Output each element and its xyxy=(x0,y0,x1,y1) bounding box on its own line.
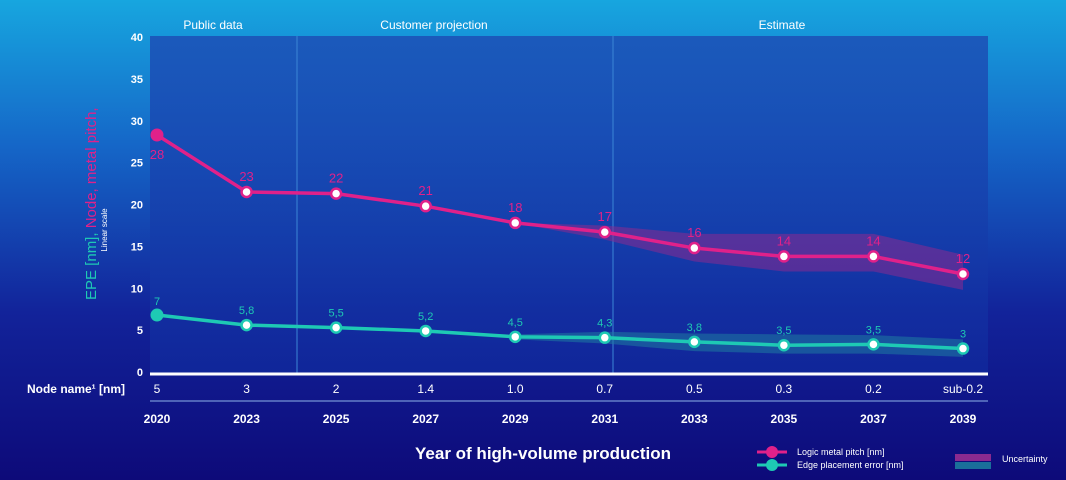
y-axis-title-epe: EPE [nm], xyxy=(83,228,100,300)
year-labels: 2020 2023 2025 2027 2029 2031 2033 2035 2037 2039 xyxy=(144,412,977,426)
y-tick-label: 25 xyxy=(131,158,143,170)
data-label-epe: 3,5 xyxy=(776,325,791,337)
year-label: 2035 xyxy=(771,412,798,426)
legend: Logic metal pitch [nm] Edge placement er… xyxy=(757,446,1048,471)
legend-label-uncertainty: Uncertainty xyxy=(1002,454,1048,464)
data-label-metal-pitch: 14 xyxy=(866,233,880,248)
y-tick-label: 30 xyxy=(131,116,143,128)
data-point-metal-pitch xyxy=(867,250,880,263)
series-line-epe xyxy=(156,313,964,351)
node-name-label: sub-0.2 xyxy=(943,382,983,396)
data-point-epe xyxy=(598,331,612,344)
data-label-epe: 5,8 xyxy=(239,305,254,317)
year-label: 2027 xyxy=(412,412,439,426)
node-name-label: 0.2 xyxy=(865,382,882,396)
data-point-epe xyxy=(688,335,701,349)
data-label-metal-pitch: 23 xyxy=(239,169,253,184)
node-name-label: 2 xyxy=(333,382,340,396)
phase-label-public-data: Public data xyxy=(183,18,243,32)
data-point-metal-pitch xyxy=(508,216,522,230)
data-label-metal-pitch: 18 xyxy=(508,200,522,215)
data-label-epe: 4,5 xyxy=(508,317,523,329)
y-tick-label: 35 xyxy=(131,74,143,86)
plot-area xyxy=(150,36,988,373)
node-name-label: 5 xyxy=(154,382,161,396)
node-name-labels: 5 3 2 1.4 1.0 0.7 0.5 0.3 0.2 sub-0.2 xyxy=(154,382,984,396)
data-point-metal-pitch xyxy=(777,250,791,263)
data-label-epe: 4,3 xyxy=(597,318,612,330)
y-tick-label: 40 xyxy=(131,32,143,44)
data-point-epe xyxy=(329,321,343,334)
data-point-metal-pitch xyxy=(956,267,970,281)
legend-swatch-uncertainty-pitch xyxy=(955,454,991,461)
data-point-metal-pitch xyxy=(329,187,343,200)
data-label-metal-pitch: 28 xyxy=(150,147,164,162)
y-axis-title-node: Node, metal pitch, xyxy=(83,107,100,228)
data-label-epe: 5,5 xyxy=(328,308,343,320)
uncertainty-band-metal-pitch xyxy=(515,222,963,290)
phase-label-customer-projection: Customer projection xyxy=(380,18,487,32)
y-tick-label: 10 xyxy=(131,283,143,295)
data-point-metal-pitch xyxy=(240,185,253,199)
data-label-metal-pitch: 21 xyxy=(418,183,432,198)
node-row-label: Node name¹ [nm] xyxy=(27,382,125,396)
data-label-epe: 7 xyxy=(154,296,160,308)
data-label-metal-pitch: 17 xyxy=(598,209,612,224)
data-point-metal-pitch xyxy=(688,241,701,255)
y-tick-label: 20 xyxy=(131,200,143,212)
legend-marker-metal-pitch xyxy=(766,446,778,458)
year-label: 2037 xyxy=(860,412,887,426)
legend-label-epe: Edge placement error [nm] xyxy=(797,460,904,470)
data-point-epe xyxy=(150,308,164,322)
series-group: 28 23 22 21 18 17 16 14 14 12 7 5,8 5,5 5,2 4,5 4,3 3,8 3… xyxy=(150,128,970,355)
y-axis-scale-note: Linear scale xyxy=(100,208,109,252)
data-label-metal-pitch: 12 xyxy=(956,251,970,266)
y-tick-label: 5 xyxy=(137,325,143,337)
data-point-epe xyxy=(419,324,432,338)
legend-swatch-uncertainty-epe xyxy=(955,462,991,469)
node-name-label: 0.7 xyxy=(596,382,613,396)
legend-label-metal-pitch: Logic metal pitch [nm] xyxy=(797,447,885,457)
year-label: 2039 xyxy=(950,412,977,426)
year-label: 2029 xyxy=(502,412,529,426)
series-line-metal-pitch xyxy=(156,133,964,276)
data-label-epe: 3 xyxy=(960,329,966,341)
data-label-epe: 5,2 xyxy=(418,311,433,323)
data-label-metal-pitch: 22 xyxy=(329,171,343,186)
year-label: 2031 xyxy=(591,412,618,426)
phase-label-estimate: Estimate xyxy=(759,18,806,32)
data-point-epe xyxy=(867,338,880,351)
node-name-label: 1.0 xyxy=(507,382,524,396)
year-label: 2023 xyxy=(233,412,260,426)
x-axis-title: Year of high-volume production xyxy=(415,444,671,463)
data-label-metal-pitch: 14 xyxy=(777,233,791,248)
y-tick-labels: 0 5 10 15 20 25 30 35 40 xyxy=(131,32,143,379)
y-tick-label: 0 xyxy=(137,367,143,379)
data-label-epe: 3,5 xyxy=(866,324,881,336)
y-tick-label: 15 xyxy=(131,241,143,253)
node-name-label: 0.5 xyxy=(686,382,703,396)
year-label: 2033 xyxy=(681,412,708,426)
y-axis-title: EPE [nm], Node, metal pitch, xyxy=(83,107,100,300)
data-point-metal-pitch xyxy=(419,199,432,213)
data-label-epe: 3,8 xyxy=(687,322,702,334)
node-name-label: 3 xyxy=(243,382,250,396)
year-label: 2020 xyxy=(144,412,171,426)
data-point-epe xyxy=(240,318,253,332)
year-label: 2025 xyxy=(323,412,350,426)
node-name-label: 0.3 xyxy=(776,382,793,396)
data-point-metal-pitch xyxy=(150,128,164,142)
data-point-metal-pitch xyxy=(598,225,612,239)
legend-marker-epe xyxy=(766,459,778,471)
node-name-label: 1.4 xyxy=(417,382,434,396)
data-point-epe xyxy=(956,342,970,355)
data-label-metal-pitch: 16 xyxy=(687,225,701,240)
data-point-epe xyxy=(777,338,791,352)
data-point-epe xyxy=(508,330,522,344)
